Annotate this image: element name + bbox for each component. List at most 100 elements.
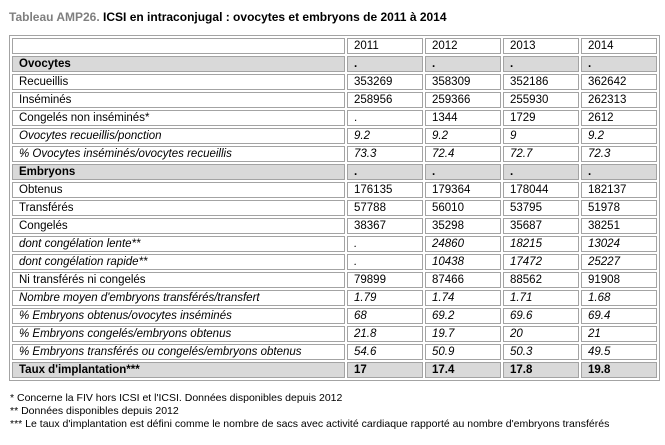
value-cell: 358309 [425,74,501,90]
value-cell: . [503,164,579,180]
value-cell: . [581,56,657,72]
row-label: % Embryons transférés ou congelés/embryo… [12,344,345,360]
value-cell: 50.9 [425,344,501,360]
row-label: Ni transférés ni congelés [12,272,345,288]
header-empty-cell [12,38,345,54]
value-cell: . [347,254,423,270]
value-cell: 255930 [503,92,579,108]
value-cell: 178044 [503,182,579,198]
footnote-1: * Concerne la FIV hors ICSI et l'ICSI. D… [10,392,343,404]
row-label: Congelés [12,218,345,234]
value-cell: 24860 [425,236,501,252]
value-cell: 352186 [503,74,579,90]
value-cell: 68 [347,308,423,324]
value-cell: 35298 [425,218,501,234]
table-row: Taux d'implantation*** 17 17.4 17.8 19.8 [12,362,657,378]
value-cell: 38367 [347,218,423,234]
header-year-2012: 2012 [425,38,501,54]
row-label: Transférés [12,200,345,216]
table-row: Inséminés 258956 259366 255930 262313 [12,92,657,108]
value-cell: 1.71 [503,290,579,306]
value-cell: 19.8 [581,362,657,378]
table-row: Ovocytes recueillis/ponction 9.2 9.2 9 9.2 [12,128,657,144]
table-row: % Ovocytes inséminés/ovocytes recueillis… [12,146,657,162]
value-cell: 1729 [503,110,579,126]
value-cell: 35687 [503,218,579,234]
value-cell: 19.7 [425,326,501,342]
value-cell: 262313 [581,92,657,108]
value-cell: 9.2 [347,128,423,144]
value-cell: 72.3 [581,146,657,162]
table-title-prefix: Tableau AMP26. [9,10,100,24]
value-cell: 54.6 [347,344,423,360]
value-cell: 38251 [581,218,657,234]
row-label: Nombre moyen d'embryons transférés/trans… [12,290,345,306]
value-cell: 9.2 [425,128,501,144]
value-cell: 362642 [581,74,657,90]
value-cell: . [347,164,423,180]
value-cell: 176135 [347,182,423,198]
value-cell: 25227 [581,254,657,270]
table-row: Recueillis 353269 358309 352186 362642 [12,74,657,90]
row-label: dont congélation rapide** [12,254,345,270]
value-cell: 9 [503,128,579,144]
value-cell: 21.8 [347,326,423,342]
value-cell: 18215 [503,236,579,252]
footnote-3: *** Le taux d'implantation est défini co… [10,418,610,430]
table-row: Congelés 38367 35298 35687 38251 [12,218,657,234]
table-row: Ni transférés ni congelés 79899 87466 88562… [12,272,657,288]
table-row: dont congélation rapide**. 10438 17472 2522… [12,254,657,270]
value-cell: 20 [503,326,579,342]
value-cell: 1.74 [425,290,501,306]
value-cell: 73.3 [347,146,423,162]
table-header-row: 2011 2012 2013 2014 [12,38,657,54]
value-cell: 179364 [425,182,501,198]
value-cell: 56010 [425,200,501,216]
value-cell: 10438 [425,254,501,270]
value-cell: . [347,110,423,126]
table-row: Ovocytes.... [12,56,657,72]
value-cell: 259366 [425,92,501,108]
value-cell: 21 [581,326,657,342]
value-cell: 17.8 [503,362,579,378]
value-cell: 87466 [425,272,501,288]
value-cell: . [581,164,657,180]
row-label: % Ovocytes inséminés/ovocytes recueillis [12,146,345,162]
footnote-2: ** Données disponibles depuis 2012 [10,405,179,417]
value-cell: 88562 [503,272,579,288]
value-cell: 72.7 [503,146,579,162]
value-cell: . [503,56,579,72]
header-year-2013: 2013 [503,38,579,54]
value-cell: 69.2 [425,308,501,324]
value-cell: 258956 [347,92,423,108]
value-cell: 57788 [347,200,423,216]
table-title: Tableau AMP26. ICSI en intraconjugal : o… [9,10,657,24]
row-label: % Embryons congelés/embryons obtenus [12,326,345,342]
icsi-data-table: 2011 2012 2013 2014 Ovocytes.... Recueill… [9,35,660,381]
row-label: Obtenus [12,182,345,198]
value-cell: . [425,164,501,180]
value-cell: 1.68 [581,290,657,306]
value-cell: . [347,56,423,72]
value-cell: 79899 [347,272,423,288]
footnotes: * Concerne la FIV hors ICSI et l'ICSI. D… [10,392,657,431]
value-cell: 9.2 [581,128,657,144]
table-row: Nombre moyen d'embryons transférés/trans… [12,290,657,306]
value-cell: 91908 [581,272,657,288]
row-label: dont congélation lente** [12,236,345,252]
value-cell: 17472 [503,254,579,270]
value-cell: 353269 [347,74,423,90]
value-cell: 17 [347,362,423,378]
header-year-2011: 2011 [347,38,423,54]
row-label: % Embryons obtenus/ovocytes inséminés [12,308,345,324]
table-row: Obtenus 176135 179364 178044 182137 [12,182,657,198]
value-cell: 2612 [581,110,657,126]
value-cell: 1344 [425,110,501,126]
row-label: Embryons [12,164,345,180]
value-cell: 182137 [581,182,657,198]
row-label: Ovocytes [12,56,345,72]
table-title-text: ICSI en intraconjugal : ovocytes et embr… [103,10,447,24]
row-label: Ovocytes recueillis/ponction [12,128,345,144]
value-cell: 1.79 [347,290,423,306]
